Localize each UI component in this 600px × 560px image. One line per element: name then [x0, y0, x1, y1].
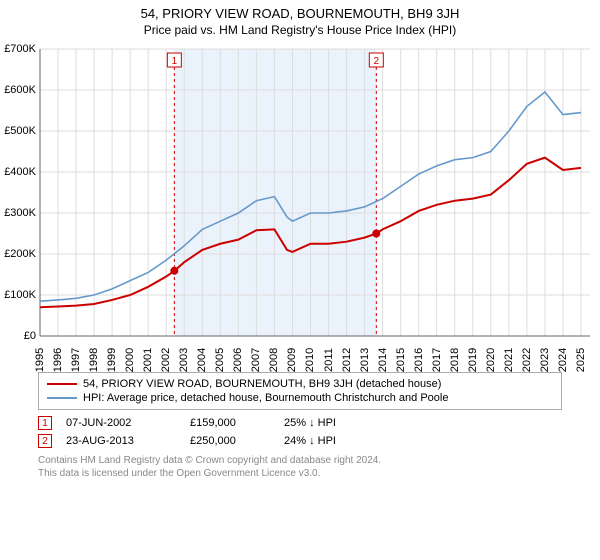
x-axis-label: 2020 [485, 348, 497, 372]
chart-subtitle: Price paid vs. HM Land Registry's House … [0, 21, 600, 41]
chart-title: 54, PRIORY VIEW ROAD, BOURNEMOUTH, BH9 3… [0, 0, 600, 21]
x-axis-label: 2010 [304, 348, 316, 372]
y-axis-label: £400K [0, 166, 36, 178]
x-axis-label: 1998 [88, 348, 100, 372]
x-axis-label: 2002 [160, 348, 172, 372]
y-axis-label: £100K [0, 289, 36, 301]
x-axis-label: 2000 [124, 348, 136, 372]
footer: Contains HM Land Registry data © Crown c… [38, 454, 562, 480]
x-axis-label: 1996 [52, 348, 64, 372]
legend-swatch-property [47, 383, 77, 385]
footer-line-1: Contains HM Land Registry data © Crown c… [38, 454, 562, 467]
y-axis-label: £500K [0, 125, 36, 137]
x-axis-label: 2022 [521, 348, 533, 372]
x-axis-label: 2007 [250, 348, 262, 372]
x-axis-label: 1995 [34, 348, 46, 372]
sale-hpi-1: 25% ↓ HPI [284, 417, 374, 429]
x-axis-label: 2016 [413, 348, 425, 372]
y-axis-label: £200K [0, 248, 36, 260]
legend-swatch-hpi [47, 397, 77, 399]
sale-row-1: 1 07-JUN-2002 £159,000 25% ↓ HPI [38, 414, 562, 432]
legend-item-property: 54, PRIORY VIEW ROAD, BOURNEMOUTH, BH9 3… [47, 377, 553, 391]
x-axis-label: 2008 [268, 348, 280, 372]
sale-marker-2: 2 [38, 434, 52, 448]
x-axis-label: 2006 [232, 348, 244, 372]
chart-svg: 12 [0, 41, 600, 366]
y-axis-label: £300K [0, 207, 36, 219]
sales-table: 1 07-JUN-2002 £159,000 25% ↓ HPI 2 23-AU… [38, 414, 562, 450]
legend-label-hpi: HPI: Average price, detached house, Bour… [83, 392, 448, 404]
x-axis-label: 2018 [449, 348, 461, 372]
x-axis-label: 2004 [196, 348, 208, 372]
sale-price-2: £250,000 [190, 435, 270, 447]
x-axis-label: 2012 [341, 348, 353, 372]
x-axis-label: 2015 [395, 348, 407, 372]
sale-marker-1: 1 [38, 416, 52, 430]
legend: 54, PRIORY VIEW ROAD, BOURNEMOUTH, BH9 3… [38, 372, 562, 410]
x-axis-label: 1997 [70, 348, 82, 372]
x-axis-label: 2017 [431, 348, 443, 372]
x-axis-label: 2021 [503, 348, 515, 372]
y-axis-label: £700K [0, 43, 36, 55]
svg-text:2: 2 [374, 56, 380, 67]
footer-line-2: This data is licensed under the Open Gov… [38, 467, 562, 480]
x-axis-label: 2003 [178, 348, 190, 372]
sale-date-1: 07-JUN-2002 [66, 417, 176, 429]
legend-label-property: 54, PRIORY VIEW ROAD, BOURNEMOUTH, BH9 3… [83, 378, 441, 390]
price-chart: 12£0£100K£200K£300K£400K£500K£600K£700K1… [0, 41, 600, 366]
x-axis-label: 2023 [539, 348, 551, 372]
svg-text:1: 1 [172, 56, 178, 67]
x-axis-label: 1999 [106, 348, 118, 372]
x-axis-label: 2009 [286, 348, 298, 372]
x-axis-label: 2019 [467, 348, 479, 372]
y-axis-label: £0 [0, 330, 36, 342]
sale-date-2: 23-AUG-2013 [66, 435, 176, 447]
sale-price-1: £159,000 [190, 417, 270, 429]
x-axis-label: 2013 [359, 348, 371, 372]
x-axis-label: 2001 [142, 348, 154, 372]
x-axis-label: 2005 [214, 348, 226, 372]
sale-row-2: 2 23-AUG-2013 £250,000 24% ↓ HPI [38, 432, 562, 450]
legend-item-hpi: HPI: Average price, detached house, Bour… [47, 391, 553, 405]
x-axis-label: 2011 [323, 348, 335, 372]
x-axis-label: 2024 [557, 348, 569, 372]
x-axis-label: 2025 [575, 348, 587, 372]
y-axis-label: £600K [0, 84, 36, 96]
sale-hpi-2: 24% ↓ HPI [284, 435, 374, 447]
x-axis-label: 2014 [377, 348, 389, 372]
